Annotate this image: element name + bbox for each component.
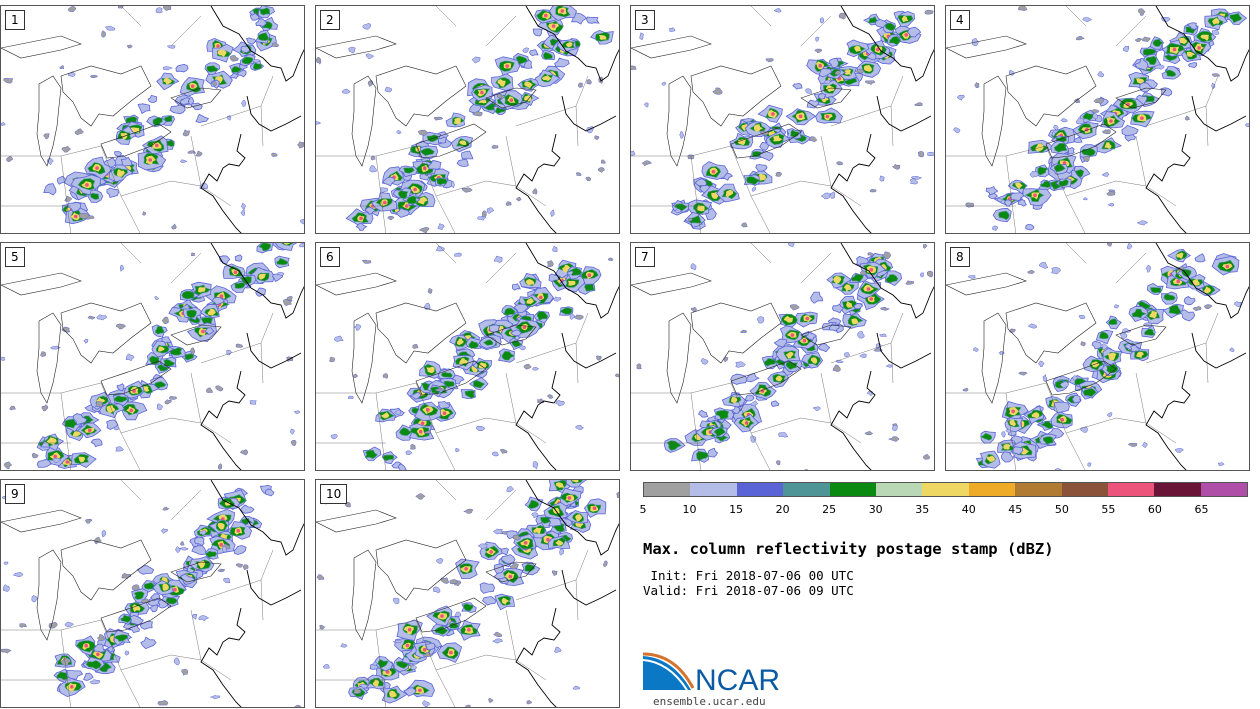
- member-number-label: 2: [320, 10, 340, 30]
- figure-title: Max. column reflectivity postage stamp (…: [643, 540, 1054, 558]
- member-number-label: 9: [5, 484, 25, 504]
- colorbar-segment: [1015, 483, 1062, 496]
- logo-text: NCAR: [695, 664, 780, 696]
- init-time: Init: Fri 2018-07-06 00 UTC: [643, 568, 854, 583]
- ensemble-member-map-8: 8: [945, 242, 1250, 471]
- colorbar-tick-label: 10: [682, 503, 697, 516]
- colorbar-segment: [690, 483, 737, 496]
- member-number-label: 4: [950, 10, 970, 30]
- colorbar-tick-label: 50: [1054, 503, 1069, 516]
- colorbar-tick-label: 5: [639, 503, 647, 516]
- member-number-label: 10: [320, 484, 348, 504]
- colorbar-segment: [875, 483, 923, 496]
- colorbar-tick-label: 55: [1101, 503, 1116, 516]
- member-number-label: 7: [635, 247, 655, 267]
- reflectivity-map: [316, 480, 619, 707]
- ensemble-member-map-6: 6: [315, 242, 620, 471]
- reflectivity-map: [946, 243, 1249, 470]
- reflectivity-map: [631, 243, 934, 470]
- reflectivity-colorbar: [643, 482, 1248, 497]
- ensemble-member-map-5: 5: [0, 242, 305, 471]
- colorbar-tick-label: 45: [1008, 503, 1023, 516]
- colorbar-segment: [1107, 483, 1155, 496]
- colorbar-segment: [1061, 483, 1108, 496]
- colorbar-tick-label: 25: [822, 503, 837, 516]
- ensemble-member-map-10: 10: [315, 479, 620, 708]
- member-number-label: 5: [5, 247, 25, 267]
- reflectivity-map: [631, 6, 934, 233]
- reflectivity-map: [316, 243, 619, 470]
- reflectivity-map: [1, 243, 304, 470]
- reflectivity-map: [1, 480, 304, 707]
- colorbar-segment: [1154, 483, 1201, 496]
- member-number-label: 1: [5, 10, 25, 30]
- colorbar-segment: [922, 483, 969, 496]
- colorbar-segment: [968, 483, 1016, 496]
- reflectivity-map: [316, 6, 619, 233]
- reflectivity-map: [946, 6, 1249, 233]
- colorbar-ticks: 5 10 15 20 25 30 35 40 45 50 55 60 65: [639, 503, 1248, 517]
- member-number-label: 8: [950, 247, 970, 267]
- colorbar-tick-label: 65: [1194, 503, 1209, 516]
- colorbar-segment: [829, 483, 876, 496]
- ncar-logo: NCAR: [643, 652, 780, 696]
- colorbar-segment: [736, 483, 784, 496]
- colorbar-tick-label: 35: [915, 503, 930, 516]
- colorbar-segment: [644, 483, 691, 496]
- colorbar-tick-label: 30: [868, 503, 883, 516]
- ensemble-member-map-9: 9: [0, 479, 305, 708]
- ensemble-member-map-4: 4: [945, 5, 1250, 234]
- ensemble-member-map-1: 1: [0, 5, 305, 234]
- ensemble-member-map-3: 3: [630, 5, 935, 234]
- colorbar-tick-label: 20: [775, 503, 790, 516]
- member-number-label: 6: [320, 247, 340, 267]
- colorbar-tick-label: 60: [1147, 503, 1162, 516]
- reflectivity-map: [1, 6, 304, 233]
- ensemble-member-map-7: 7: [630, 242, 935, 471]
- logo-url: ensemble.ucar.edu: [653, 695, 766, 708]
- colorbar-tick-label: 40: [961, 503, 976, 516]
- ensemble-member-map-2: 2: [315, 5, 620, 234]
- colorbar-segment: [783, 483, 830, 496]
- colorbar-segment: [1200, 483, 1248, 496]
- valid-time: Valid: Fri 2018-07-06 09 UTC: [643, 583, 854, 598]
- colorbar-tick-label: 15: [729, 503, 744, 516]
- member-number-label: 3: [635, 10, 655, 30]
